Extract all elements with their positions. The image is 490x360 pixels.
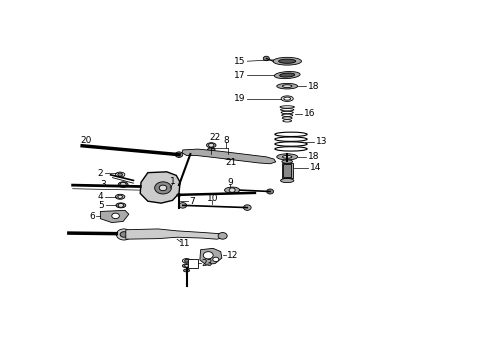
Text: 15: 15 bbox=[234, 57, 245, 66]
Circle shape bbox=[118, 195, 122, 198]
Text: 12: 12 bbox=[227, 251, 239, 260]
Polygon shape bbox=[126, 229, 222, 239]
Circle shape bbox=[203, 252, 213, 259]
Circle shape bbox=[244, 205, 251, 210]
Ellipse shape bbox=[182, 264, 191, 268]
Text: 21: 21 bbox=[226, 158, 237, 167]
Circle shape bbox=[267, 189, 273, 194]
Ellipse shape bbox=[184, 269, 190, 272]
Circle shape bbox=[185, 264, 189, 267]
Ellipse shape bbox=[281, 96, 294, 102]
Polygon shape bbox=[200, 248, 222, 264]
Text: 13: 13 bbox=[316, 137, 327, 146]
Ellipse shape bbox=[224, 187, 240, 193]
Text: 5: 5 bbox=[98, 201, 104, 210]
Text: 4: 4 bbox=[98, 192, 103, 201]
Circle shape bbox=[118, 173, 122, 176]
Text: 14: 14 bbox=[310, 163, 321, 172]
Ellipse shape bbox=[284, 97, 291, 100]
Ellipse shape bbox=[118, 182, 128, 187]
Circle shape bbox=[155, 182, 172, 194]
Ellipse shape bbox=[182, 258, 191, 263]
Text: 8: 8 bbox=[223, 136, 229, 145]
Ellipse shape bbox=[115, 194, 125, 199]
Bar bbox=[189, 260, 198, 268]
Ellipse shape bbox=[275, 147, 307, 151]
Ellipse shape bbox=[282, 156, 292, 158]
Ellipse shape bbox=[281, 179, 294, 183]
Circle shape bbox=[229, 188, 235, 192]
Circle shape bbox=[263, 56, 270, 61]
Ellipse shape bbox=[282, 160, 293, 163]
Ellipse shape bbox=[281, 109, 294, 111]
Circle shape bbox=[226, 155, 231, 159]
Text: 22: 22 bbox=[209, 133, 220, 142]
Text: 10: 10 bbox=[207, 194, 218, 203]
Ellipse shape bbox=[279, 59, 296, 63]
Polygon shape bbox=[140, 172, 180, 203]
Ellipse shape bbox=[275, 142, 307, 146]
Ellipse shape bbox=[177, 194, 181, 196]
Text: 6: 6 bbox=[89, 212, 95, 221]
Text: 7: 7 bbox=[190, 197, 196, 206]
Text: 16: 16 bbox=[304, 109, 316, 118]
Ellipse shape bbox=[273, 57, 301, 65]
Text: 18: 18 bbox=[308, 152, 319, 161]
Ellipse shape bbox=[282, 114, 293, 116]
Ellipse shape bbox=[206, 143, 216, 148]
Circle shape bbox=[218, 233, 227, 239]
Circle shape bbox=[185, 260, 189, 262]
Ellipse shape bbox=[223, 154, 233, 159]
Ellipse shape bbox=[275, 132, 307, 136]
Circle shape bbox=[179, 203, 187, 208]
Ellipse shape bbox=[277, 84, 297, 89]
Ellipse shape bbox=[282, 85, 292, 87]
Text: 2: 2 bbox=[98, 169, 103, 178]
Text: 23: 23 bbox=[202, 258, 213, 267]
Ellipse shape bbox=[280, 73, 295, 77]
Ellipse shape bbox=[207, 148, 215, 152]
Text: 11: 11 bbox=[179, 239, 191, 248]
Bar bbox=[281, 163, 293, 178]
Text: 3: 3 bbox=[100, 180, 106, 189]
Ellipse shape bbox=[274, 72, 300, 78]
Ellipse shape bbox=[282, 117, 292, 119]
Circle shape bbox=[118, 203, 123, 207]
Circle shape bbox=[120, 232, 128, 237]
Ellipse shape bbox=[277, 154, 297, 160]
Circle shape bbox=[209, 143, 214, 147]
Ellipse shape bbox=[280, 106, 294, 108]
Circle shape bbox=[213, 257, 219, 262]
Circle shape bbox=[175, 152, 183, 157]
Circle shape bbox=[120, 183, 126, 187]
Polygon shape bbox=[182, 149, 276, 164]
Ellipse shape bbox=[275, 137, 307, 141]
Text: 1: 1 bbox=[171, 177, 176, 186]
Circle shape bbox=[112, 213, 120, 219]
Bar bbox=[283, 164, 291, 177]
Ellipse shape bbox=[115, 172, 125, 177]
Ellipse shape bbox=[116, 203, 126, 208]
Text: 18: 18 bbox=[308, 82, 319, 91]
Circle shape bbox=[159, 185, 167, 191]
Text: 20: 20 bbox=[80, 136, 92, 145]
Text: 17: 17 bbox=[234, 71, 245, 80]
Text: 19: 19 bbox=[234, 94, 245, 103]
Ellipse shape bbox=[283, 120, 292, 122]
Ellipse shape bbox=[281, 111, 294, 114]
Circle shape bbox=[116, 229, 131, 240]
Text: 9: 9 bbox=[227, 178, 233, 187]
Polygon shape bbox=[100, 210, 129, 222]
